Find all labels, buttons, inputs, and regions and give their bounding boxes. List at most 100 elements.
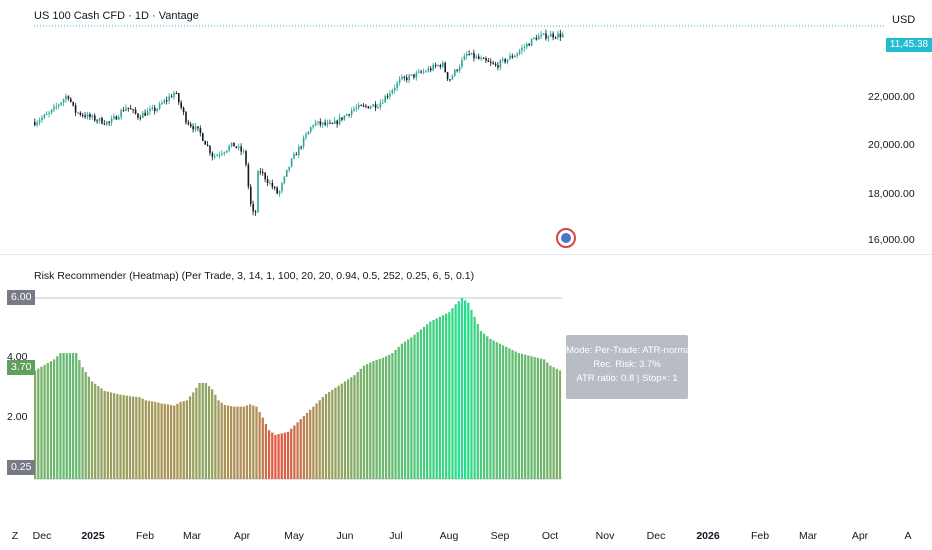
risk-bar xyxy=(258,412,261,479)
risk-bar xyxy=(426,324,429,479)
risk-bar xyxy=(37,368,40,479)
candle-body xyxy=(127,107,130,109)
currency-label[interactable]: USD xyxy=(892,14,916,26)
candle-body xyxy=(530,38,533,46)
risk-bar xyxy=(283,432,287,479)
candle-body xyxy=(547,36,550,39)
risk-bar xyxy=(135,396,138,479)
risk-bar xyxy=(242,406,245,479)
indicator-title[interactable]: Risk Recommender (Heatmap) (Per Trade, 3… xyxy=(34,270,475,282)
candle-body xyxy=(502,59,504,61)
candle-body xyxy=(300,146,302,148)
time-axis-label: 2025 xyxy=(81,530,105,542)
risk-bar xyxy=(343,381,347,479)
candle-body xyxy=(144,112,146,116)
risk-bar xyxy=(375,359,378,479)
candle-body xyxy=(137,113,139,118)
candle-body xyxy=(142,112,144,118)
candle-body xyxy=(218,154,221,156)
time-axis-label: A xyxy=(904,530,912,542)
risk-bar xyxy=(160,403,163,479)
risk-bar xyxy=(226,405,230,479)
candle-body xyxy=(65,96,67,100)
time-axis-label: Z xyxy=(11,530,19,542)
candle-body xyxy=(374,104,377,108)
risk-bar xyxy=(457,301,460,479)
risk-bar xyxy=(176,403,179,479)
risk-bar xyxy=(328,391,331,479)
risk-bar xyxy=(347,379,350,479)
risk-bar xyxy=(498,343,502,479)
candle-body xyxy=(526,43,528,48)
risk-bar xyxy=(43,364,46,479)
candle-body xyxy=(254,211,257,213)
candle-body xyxy=(130,108,132,110)
risk-bar xyxy=(555,368,558,479)
candle-body xyxy=(504,59,506,63)
candle-body xyxy=(444,62,446,73)
pane-separator[interactable] xyxy=(0,254,932,255)
candle-body xyxy=(341,117,343,120)
time-axis-label: Apr xyxy=(851,530,869,542)
candle-body xyxy=(158,103,161,109)
candle-body xyxy=(379,102,382,108)
candle-body xyxy=(190,124,192,127)
risk-bar xyxy=(87,376,91,479)
candle-body xyxy=(538,36,540,40)
candle-body xyxy=(370,106,372,109)
risk-bar xyxy=(400,343,404,479)
risk-bar xyxy=(454,304,457,479)
us-flag-event-icon[interactable] xyxy=(556,228,576,248)
candle-body xyxy=(365,105,367,107)
time-axis-label: Apr xyxy=(233,530,251,542)
candle-body xyxy=(442,62,444,67)
candle-body xyxy=(53,106,55,110)
candle-body xyxy=(475,56,478,59)
candle-body xyxy=(350,110,353,116)
risk-bar xyxy=(264,423,268,479)
candle-body xyxy=(269,182,271,184)
candle-body xyxy=(233,142,235,147)
risk-bar xyxy=(445,313,448,479)
risk-bar xyxy=(520,353,524,479)
candle-body xyxy=(434,64,437,66)
risk-bar xyxy=(252,405,255,479)
risk-bar xyxy=(84,371,87,479)
risk-bar xyxy=(59,353,62,479)
risk-bar xyxy=(274,434,277,479)
candle-body xyxy=(346,114,348,116)
candle-body xyxy=(499,60,502,68)
candle-body xyxy=(151,107,154,110)
risk-bar xyxy=(416,332,419,479)
tooltip-atr: ATR ratio: 0.8 | Stop×: 1 xyxy=(576,373,678,384)
candle-body xyxy=(492,62,494,64)
risk-bar xyxy=(511,349,514,479)
candle-body xyxy=(343,115,346,120)
time-axis-label: Aug xyxy=(439,530,459,542)
risk-bar xyxy=(362,365,366,479)
candle-body xyxy=(276,187,278,194)
candle-body xyxy=(420,71,422,73)
candle-body xyxy=(281,183,283,192)
candle-body xyxy=(192,126,194,130)
candle-body xyxy=(206,144,209,146)
risk-bar xyxy=(188,396,192,479)
risk-bar xyxy=(549,365,552,479)
time-axis[interactable]: Z Dec 2025 Feb Mar Apr May Jun Jul Aug S… xyxy=(0,522,932,550)
candle-body xyxy=(180,102,182,108)
candle-body xyxy=(521,48,523,51)
risk-bar xyxy=(236,406,239,479)
risk-bar xyxy=(163,403,166,479)
candle-body xyxy=(314,122,317,126)
candle-body xyxy=(338,117,341,125)
candle-body xyxy=(466,53,468,56)
candle-body xyxy=(274,187,276,189)
candle-body xyxy=(362,105,365,107)
candle-body xyxy=(182,107,185,113)
chart-title: US 100 Cash CFD · 1D · Vantage xyxy=(34,10,199,22)
candle-body xyxy=(468,53,470,55)
candle-body xyxy=(324,122,326,125)
risk-bar xyxy=(331,389,334,479)
candle-body xyxy=(247,164,250,187)
